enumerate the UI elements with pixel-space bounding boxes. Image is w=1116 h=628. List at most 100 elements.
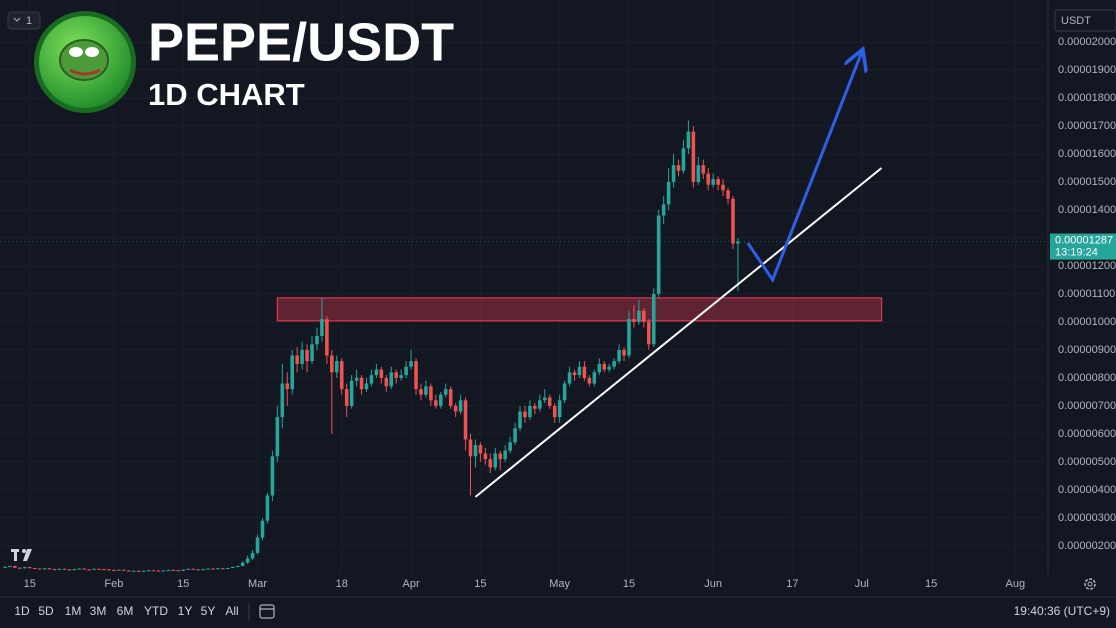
candle-body bbox=[87, 569, 91, 571]
calendar-icon[interactable] bbox=[259, 604, 275, 619]
candle-body bbox=[330, 355, 334, 373]
candle-body bbox=[3, 566, 7, 568]
candle-body bbox=[691, 131, 696, 182]
candle-body bbox=[62, 568, 67, 570]
candle-body bbox=[275, 417, 280, 457]
candle-body bbox=[632, 319, 636, 322]
settings-button[interactable] bbox=[1084, 578, 1096, 590]
candle-body bbox=[131, 570, 136, 572]
candle-body bbox=[82, 568, 86, 570]
y-tick-label: 0.00001700 bbox=[1058, 120, 1116, 132]
candle-body bbox=[453, 405, 458, 412]
candle-body bbox=[315, 335, 319, 345]
candle-body bbox=[181, 569, 186, 571]
candle-body bbox=[156, 570, 161, 572]
currency-label[interactable]: USDT bbox=[1061, 15, 1091, 27]
y-tick-label: 0.00000900 bbox=[1058, 344, 1116, 356]
candle-body bbox=[344, 389, 349, 406]
y-tick-label: 0.00001000 bbox=[1058, 316, 1116, 328]
last-price-label: 0.00001287 bbox=[1055, 234, 1113, 246]
candle-body bbox=[151, 570, 156, 572]
candle-body bbox=[117, 569, 121, 571]
candle-body bbox=[409, 361, 413, 367]
candle-body bbox=[528, 405, 532, 418]
range-button[interactable]: 3M bbox=[90, 604, 107, 618]
candle-body bbox=[300, 349, 304, 364]
candle-body bbox=[52, 569, 57, 571]
gear-icon[interactable] bbox=[1084, 578, 1096, 590]
candle-body bbox=[364, 383, 369, 390]
candle-body bbox=[617, 349, 621, 362]
candle-body bbox=[736, 241, 740, 244]
candle-body bbox=[295, 355, 299, 364]
date-range-button[interactable] bbox=[259, 604, 275, 619]
interval-selector[interactable]: 1 bbox=[7, 11, 41, 30]
range-button[interactable]: 5D bbox=[38, 604, 54, 618]
candle-body bbox=[562, 383, 567, 401]
candle-body bbox=[265, 495, 270, 521]
candle-body bbox=[538, 400, 542, 409]
candle-body bbox=[67, 569, 72, 571]
candle-body bbox=[379, 369, 384, 378]
candle-body bbox=[637, 310, 641, 322]
x-tick-label: Aug bbox=[1005, 578, 1025, 590]
range-button[interactable]: All bbox=[225, 604, 238, 618]
candle-body bbox=[107, 569, 111, 571]
candle-body bbox=[681, 148, 686, 171]
range-button[interactable]: 6M bbox=[117, 604, 134, 618]
candle-body bbox=[339, 361, 344, 390]
candle-body bbox=[191, 568, 195, 570]
candle-body bbox=[230, 566, 235, 569]
candle-body bbox=[122, 569, 126, 571]
candle-body bbox=[13, 566, 17, 568]
toolbar: 1D 5D 1M 3M 6M YTD 1Y 5Y All 19:40:36 (U… bbox=[14, 603, 1110, 621]
candle-body bbox=[37, 568, 42, 570]
currency-selector[interactable]: USDT bbox=[1054, 9, 1116, 32]
candle-body bbox=[216, 568, 220, 570]
candle-body bbox=[27, 567, 32, 569]
y-tick-label: 0.00000500 bbox=[1058, 456, 1116, 468]
candle-body bbox=[572, 372, 577, 376]
y-tick-label: 0.00001400 bbox=[1058, 204, 1116, 216]
candle-body bbox=[166, 569, 171, 571]
candle-body bbox=[280, 383, 285, 418]
candle-body bbox=[260, 520, 265, 538]
candle-body bbox=[310, 344, 314, 362]
title: PEPE/USDT bbox=[148, 12, 454, 72]
range-button[interactable]: 1D bbox=[14, 604, 30, 618]
candle-body bbox=[731, 198, 735, 244]
candle-body bbox=[533, 405, 537, 409]
candle-body bbox=[270, 456, 275, 496]
candle-body bbox=[622, 349, 626, 356]
support-zone bbox=[276, 297, 883, 322]
candle-body bbox=[349, 380, 354, 406]
candle-body bbox=[141, 570, 146, 572]
x-tick-label: May bbox=[549, 578, 570, 590]
y-tick-label: 0.00001900 bbox=[1058, 64, 1116, 76]
candle-body bbox=[305, 349, 309, 362]
candle-body bbox=[448, 389, 453, 406]
candle-body bbox=[354, 377, 359, 381]
candle-body bbox=[325, 319, 329, 356]
candle-body bbox=[384, 377, 389, 387]
candle-body bbox=[285, 383, 290, 390]
candle-body bbox=[97, 568, 101, 570]
range-button[interactable]: 1Y bbox=[178, 604, 193, 618]
y-tick-label: 0.00000200 bbox=[1058, 540, 1116, 552]
logo-eye bbox=[69, 47, 83, 57]
last-price-box bbox=[1050, 233, 1116, 260]
y-tick-label: 0.00001800 bbox=[1058, 92, 1116, 104]
range-button[interactable]: YTD bbox=[144, 604, 168, 618]
countdown: 13:19:24 bbox=[1055, 246, 1098, 258]
interval-label[interactable]: 1 bbox=[26, 15, 32, 27]
range-button[interactable]: 1M bbox=[65, 604, 82, 618]
candle-body bbox=[102, 569, 106, 571]
interval-box[interactable] bbox=[7, 11, 41, 30]
candle-body bbox=[126, 570, 131, 572]
currency-box[interactable] bbox=[1054, 9, 1116, 32]
candle-body bbox=[458, 400, 463, 412]
candle-body bbox=[57, 568, 62, 570]
range-button[interactable]: 5Y bbox=[201, 604, 216, 618]
candle-body bbox=[493, 453, 498, 468]
